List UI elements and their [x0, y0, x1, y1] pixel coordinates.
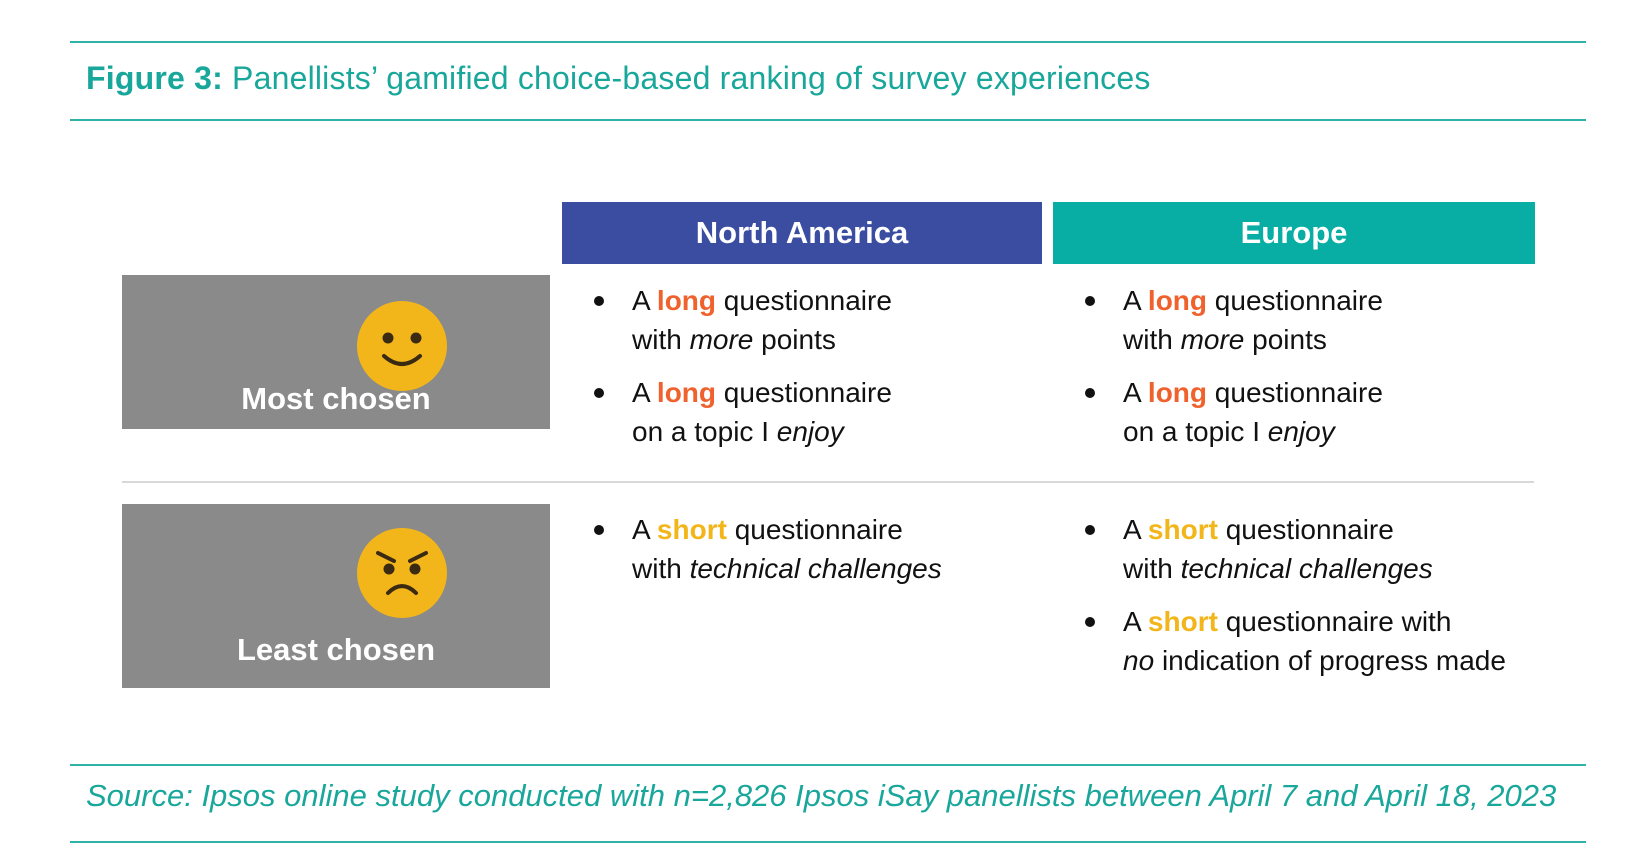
list-item: A long questionnaire on a topic I enjoy	[1085, 373, 1383, 451]
list-item: A short questionnaire with technical cha…	[594, 510, 942, 588]
column-header-europe: Europe	[1053, 202, 1535, 264]
row-divider	[122, 481, 1534, 483]
title-rule	[70, 119, 1586, 121]
keyword-long: long	[1147, 285, 1208, 316]
figure-number: Figure 3:	[86, 60, 223, 96]
source-top-rule	[70, 764, 1586, 766]
column-header-north-america: North America	[562, 202, 1042, 264]
keyword-long: long	[1147, 377, 1208, 408]
figure-title: Figure 3: Panellists’ gamified choice-ba…	[86, 60, 1151, 97]
cell-north-america-most: A long questionnaire with more points A …	[594, 281, 892, 465]
list-item: A short questionnaire with no indication…	[1085, 602, 1506, 680]
cell-europe-most: A long questionnaire with more points A …	[1085, 281, 1383, 465]
list-item: A long questionnaire with more points	[1085, 281, 1383, 359]
bottom-rule	[70, 841, 1586, 843]
figure-caption: Panellists’ gamified choice-based rankin…	[232, 60, 1151, 96]
keyword-short: short	[1147, 514, 1218, 545]
keyword-short: short	[1147, 606, 1218, 637]
list-item: A long questionnaire on a topic I enjoy	[594, 373, 892, 451]
keyword-short: short	[656, 514, 727, 545]
cell-north-america-least: A short questionnaire with technical cha…	[594, 510, 942, 602]
source-note: Source: Ipsos online study conducted wit…	[86, 778, 1557, 813]
keyword-long: long	[656, 377, 717, 408]
list-item: A short questionnaire with technical cha…	[1085, 510, 1506, 588]
list-item: A long questionnaire with more points	[594, 281, 892, 359]
smiley-face-icon	[357, 301, 447, 391]
row-label-least-chosen: Least chosen	[236, 632, 436, 667]
keyword-long: long	[656, 285, 717, 316]
row-label-most-chosen: Most chosen	[241, 381, 431, 416]
cell-europe-least: A short questionnaire with technical cha…	[1085, 510, 1506, 694]
row-most-chosen: Most chosen	[122, 275, 550, 429]
top-rule	[70, 41, 1586, 43]
row-least-chosen: Least chosen	[122, 504, 550, 688]
angry-face-icon	[357, 528, 447, 618]
